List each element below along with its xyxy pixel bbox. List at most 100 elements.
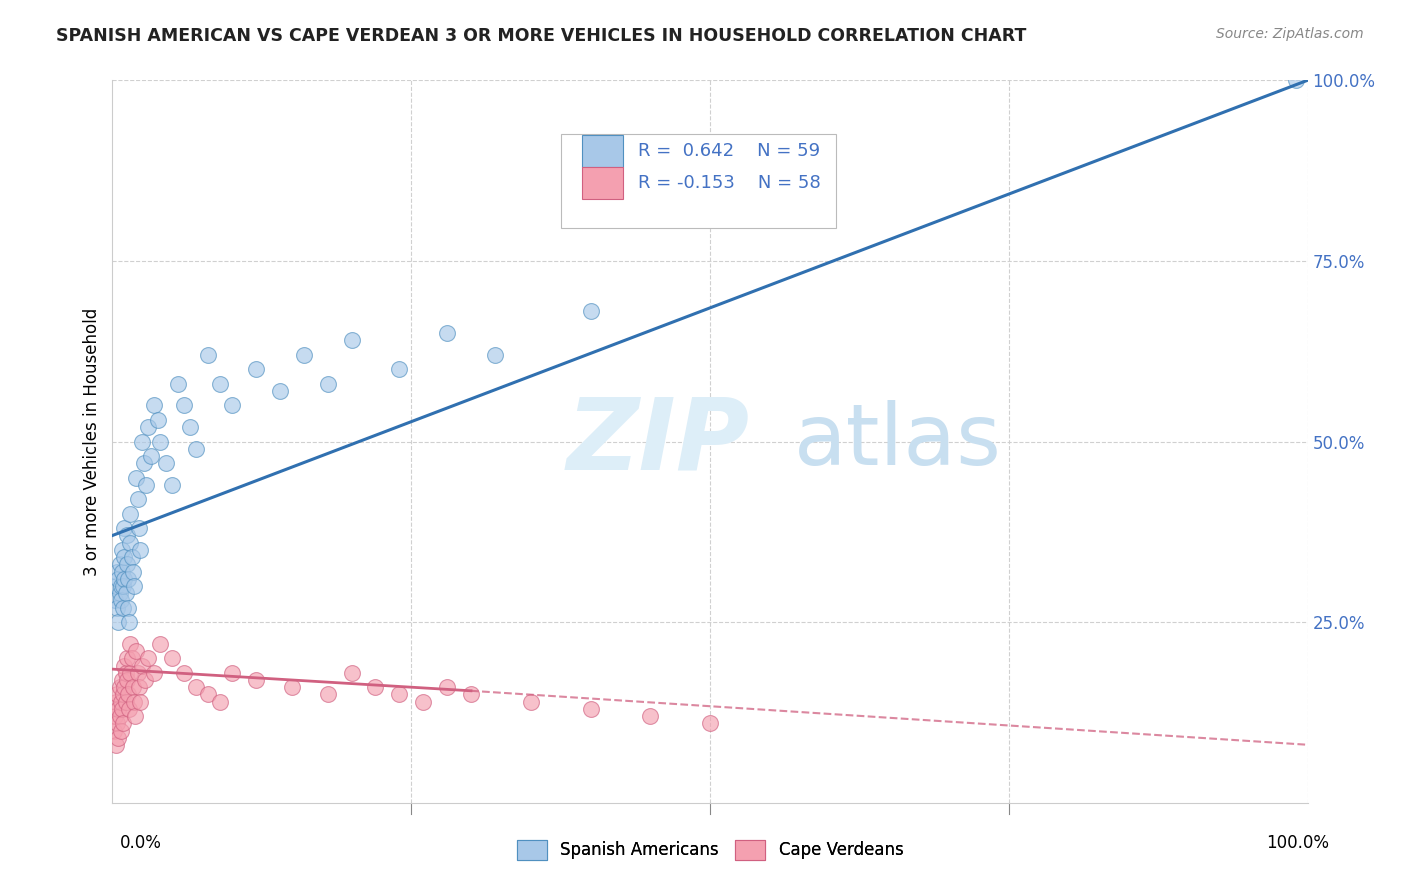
Point [117,600,139,615]
Point [114,521,135,535]
Point [281,680,304,694]
Point [316,376,339,391]
Point [186,442,208,456]
Text: R = -0.153    N = 58: R = -0.153 N = 58 [638,174,821,192]
Point [127,492,149,507]
Point [114,695,136,709]
Point [135,478,157,492]
Point [292,348,315,362]
Point [117,572,139,586]
Point [138,420,160,434]
Point [579,702,602,716]
Point [197,687,219,701]
Point [117,687,139,701]
Point [139,449,162,463]
Point [1285,73,1308,87]
FancyBboxPatch shape [561,135,835,228]
Point [388,362,411,376]
Point [105,716,128,731]
Point [104,709,127,723]
Point [125,470,148,484]
Point [129,542,152,557]
Point [127,665,149,680]
Point [108,586,131,600]
Point [340,334,363,348]
Point [121,680,143,694]
Point [245,362,267,376]
Point [460,687,482,701]
Point [115,528,138,542]
Point [121,550,143,565]
Text: SPANISH AMERICAN VS CAPE VERDEAN 3 OR MORE VEHICLES IN HOUSEHOLD CORRELATION CHA: SPANISH AMERICAN VS CAPE VERDEAN 3 OR MO… [56,27,1026,45]
Point [107,702,129,716]
Point [121,565,143,579]
Point [132,456,155,470]
Point [197,348,219,362]
Point [107,731,129,745]
FancyBboxPatch shape [582,167,623,199]
Point [120,535,142,549]
Point [412,695,434,709]
Point [115,558,138,572]
Text: 100.0%: 100.0% [1265,834,1329,852]
Point [149,637,172,651]
Point [105,738,128,752]
Point [484,348,506,362]
Point [340,665,363,680]
Point [173,398,195,412]
Point [108,680,131,694]
Point [128,521,150,535]
FancyBboxPatch shape [582,136,623,167]
Point [209,695,232,709]
Point [129,695,152,709]
Point [105,579,128,593]
Point [107,572,129,586]
Point [436,680,458,694]
Point [112,579,135,593]
Point [114,665,136,680]
Point [221,665,243,680]
Point [112,600,135,615]
Point [131,434,153,449]
Point [162,651,183,665]
Point [105,565,128,579]
Point [111,542,134,557]
Point [146,413,169,427]
Point [110,695,132,709]
Point [103,723,125,738]
Text: R =  0.642    N = 59: R = 0.642 N = 59 [638,142,821,160]
Point [125,644,148,658]
Point [134,673,156,687]
Point [105,600,128,615]
Point [162,478,183,492]
Point [364,680,387,694]
Point [108,558,131,572]
Point [120,507,142,521]
Point [114,658,135,673]
Point [155,456,177,470]
Point [221,398,243,412]
Point [269,384,291,398]
Point [105,687,128,701]
Point [105,695,128,709]
Point [128,680,150,694]
Point [122,579,145,593]
Point [114,550,135,565]
Point [112,716,135,731]
Point [104,593,127,607]
Point [316,687,339,701]
Point [388,687,411,701]
Point [114,572,135,586]
Point [115,651,138,665]
Point [118,615,141,630]
Point [120,665,142,680]
Point [138,651,160,665]
Text: Source: ZipAtlas.com: Source: ZipAtlas.com [1216,27,1364,41]
Point [167,376,190,391]
Point [111,565,134,579]
Point [143,398,166,412]
Point [111,702,134,716]
Point [107,615,129,630]
Point [120,637,142,651]
Point [110,593,132,607]
